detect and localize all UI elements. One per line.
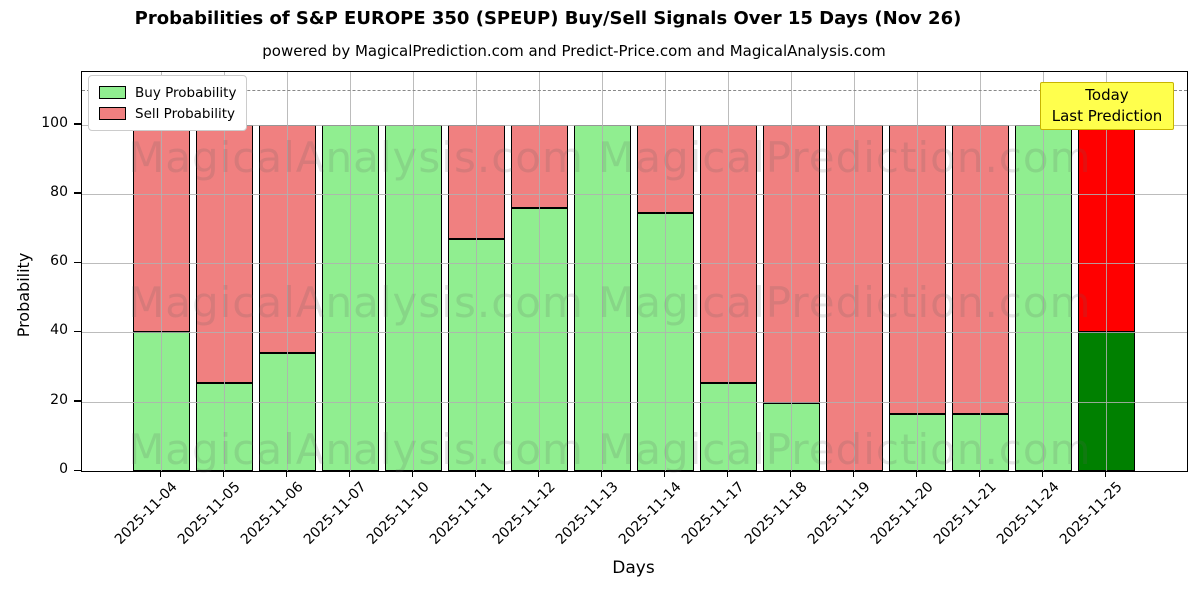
vertical-gridline — [286, 72, 288, 471]
horizontal-gridline — [82, 193, 1187, 195]
today-annotation-box: Today Last Prediction — [1040, 82, 1174, 130]
x-tick-label: 2025-11-25 — [1056, 479, 1126, 548]
legend-item-sell: Sell Probability — [99, 103, 236, 124]
x-tick-label: 2025-11-10 — [363, 479, 433, 548]
x-tick-mark — [978, 471, 980, 477]
x-axis-label: Days — [612, 558, 655, 578]
x-tick-mark — [852, 471, 854, 477]
sell-swatch-icon — [99, 107, 126, 120]
vertical-gridline — [979, 72, 981, 471]
vertical-gridline — [412, 72, 414, 471]
x-tick-mark — [915, 471, 917, 477]
x-tick-mark — [789, 471, 791, 477]
y-tick-label: 0 — [59, 461, 68, 477]
vertical-gridline — [664, 72, 666, 471]
x-tick-label: 2025-11-17 — [678, 479, 748, 548]
horizontal-gridline — [82, 401, 1187, 403]
vertical-gridline — [601, 72, 603, 471]
vertical-gridline — [790, 72, 792, 471]
watermark-right-text: MagicalPrediction.com — [598, 133, 1092, 182]
x-tick-label: 2025-11-04 — [111, 479, 181, 548]
legend-sell-label: Sell Probability — [135, 105, 236, 122]
x-tick-mark — [222, 471, 224, 477]
watermark-left-text: MagicalAnalysis.com — [128, 278, 584, 327]
x-tick-label: 2025-11-07 — [300, 479, 370, 548]
vertical-gridline — [853, 72, 855, 471]
watermark-right-text: MagicalPrediction.com — [598, 425, 1092, 474]
horizontal-gridline — [82, 332, 1187, 334]
today-annotation-line1: Today — [1085, 86, 1129, 104]
chart-subtitle: powered by MagicalPrediction.com and Pre… — [262, 42, 886, 60]
y-tick-mark — [74, 192, 81, 194]
vertical-gridline — [538, 72, 540, 471]
plot-area — [81, 71, 1188, 472]
y-tick-label: 100 — [41, 114, 68, 131]
x-tick-mark — [159, 471, 161, 477]
dashed-guide-line — [82, 89, 1187, 91]
y-tick-label: 80 — [50, 183, 68, 200]
buy-swatch-icon — [99, 86, 126, 99]
x-tick-label: 2025-11-19 — [804, 479, 874, 548]
x-tick-label: 2025-11-14 — [615, 479, 685, 548]
x-tick-mark — [1104, 471, 1106, 477]
x-tick-label: 2025-11-13 — [552, 479, 622, 548]
x-tick-label: 2025-11-21 — [930, 479, 1000, 548]
legend-item-buy: Buy Probability — [99, 82, 236, 103]
x-tick-mark — [726, 471, 728, 477]
watermark-left-text: MagicalAnalysis.com — [128, 425, 584, 474]
chart-title: Probabilities of S&P EUROPE 350 (SPEUP) … — [134, 8, 962, 29]
x-tick-label: 2025-11-18 — [741, 479, 811, 548]
vertical-gridline — [160, 72, 162, 471]
vertical-gridline — [349, 72, 351, 471]
y-tick-mark — [74, 123, 81, 125]
x-tick-mark — [1041, 471, 1043, 477]
y-tick-mark — [74, 469, 81, 471]
vertical-gridline — [223, 72, 225, 471]
x-tick-label: 2025-11-24 — [993, 479, 1063, 548]
horizontal-gridline — [82, 124, 1187, 126]
y-tick-mark — [74, 261, 81, 264]
x-tick-mark — [663, 471, 665, 477]
vertical-gridline — [1105, 72, 1107, 471]
x-tick-label: 2025-11-05 — [174, 479, 244, 548]
legend: Buy Probability Sell Probability — [88, 75, 248, 131]
x-tick-label: 2025-11-20 — [867, 479, 937, 548]
x-tick-mark — [285, 471, 287, 477]
vertical-gridline — [727, 72, 729, 471]
x-tick-mark — [600, 471, 602, 477]
vertical-gridline — [1042, 72, 1044, 471]
vertical-gridline — [475, 72, 477, 471]
x-tick-mark — [348, 471, 350, 477]
watermark-right-text: MagicalPrediction.com — [598, 278, 1092, 327]
y-tick-mark — [74, 400, 81, 402]
y-tick-label: 40 — [50, 322, 68, 339]
y-tick-mark — [74, 330, 81, 333]
x-tick-mark — [537, 471, 539, 477]
vertical-gridline — [916, 72, 918, 471]
y-tick-label: 20 — [50, 391, 68, 408]
today-annotation-line2: Last Prediction — [1051, 107, 1163, 125]
horizontal-gridline — [82, 263, 1187, 265]
x-tick-label: 2025-11-06 — [237, 479, 307, 548]
x-tick-mark — [474, 471, 476, 477]
x-tick-label: 2025-11-11 — [426, 479, 496, 548]
legend-buy-label: Buy Probability — [135, 84, 237, 101]
x-tick-mark — [411, 471, 413, 477]
watermark-left-text: MagicalAnalysis.com — [128, 133, 584, 182]
y-tick-label: 60 — [50, 253, 68, 270]
x-tick-label: 2025-11-12 — [489, 479, 559, 548]
